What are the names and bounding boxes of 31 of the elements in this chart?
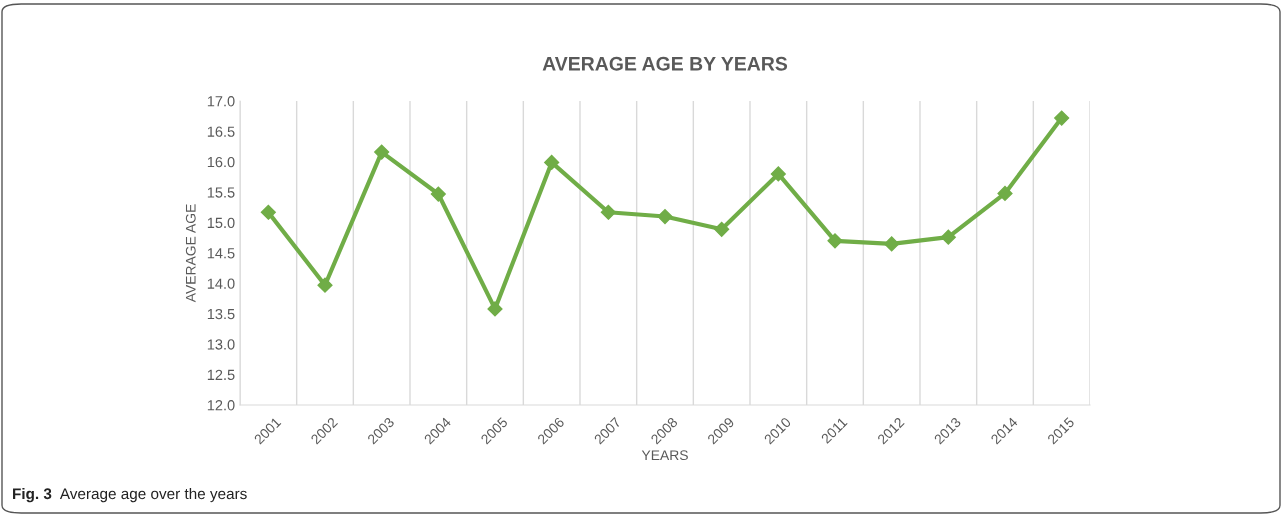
- chart-title: AVERAGE AGE BY YEARS: [542, 56, 788, 71]
- y-axis-title: AVERAGE AGE: [185, 204, 196, 303]
- y-tick-label: 15.0: [207, 217, 235, 229]
- point: [487, 301, 503, 317]
- y-tick-label: 16.5: [207, 126, 235, 137]
- point: [657, 208, 673, 225]
- y-tick-label: 12.0: [207, 400, 235, 411]
- point: [770, 166, 786, 182]
- y-tick-label: 15.5: [207, 187, 235, 198]
- y-tick-label: 17.0: [207, 96, 235, 107]
- y-tick-label: 12.5: [207, 369, 235, 381]
- text: Average age over the years: [59, 487, 247, 503]
- point: [600, 204, 616, 220]
- point: [714, 221, 730, 237]
- point: [1054, 110, 1070, 126]
- y-tick-label: 14.5: [207, 248, 235, 259]
- y-tick-label: 13.5: [207, 308, 235, 320]
- y-tick-label: 16.0: [207, 156, 235, 168]
- point: [317, 277, 333, 293]
- point: [827, 233, 843, 249]
- point: [374, 144, 390, 160]
- point: [884, 236, 900, 252]
- x-axis-title: YEARS: [641, 450, 688, 461]
- y-tick-label: 13.0: [207, 339, 235, 350]
- point: [430, 186, 446, 202]
- caption: Fig. 3: [13, 487, 52, 503]
- point: [940, 229, 956, 245]
- y-tick-label: 14.0: [207, 278, 235, 289]
- point: [544, 154, 560, 170]
- point: [260, 204, 276, 220]
- point: [997, 185, 1013, 201]
